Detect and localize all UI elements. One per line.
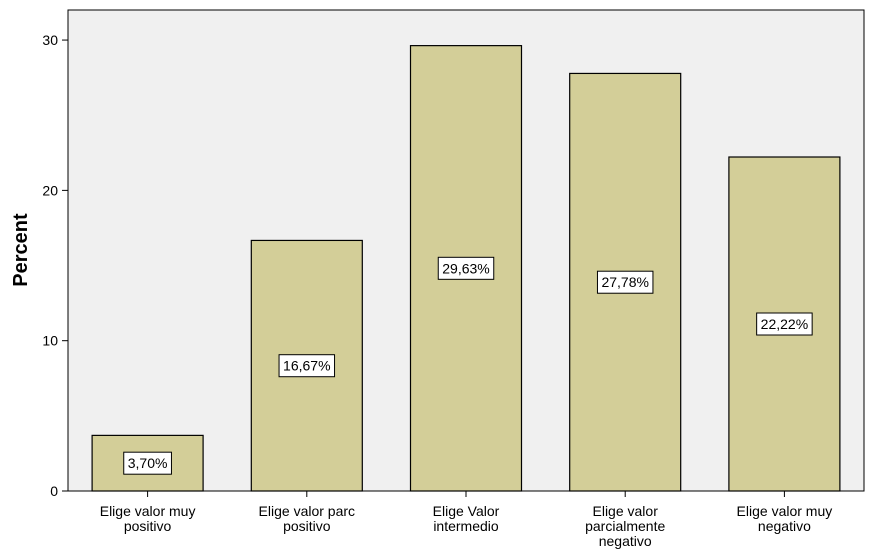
- data-label-box: [278, 354, 336, 378]
- data-label-text: 16,67%: [283, 358, 330, 374]
- data-label-text: 29,63%: [442, 260, 489, 276]
- x-tick-label: Elige valor parcialmente negativo: [585, 503, 665, 549]
- x-tick-label: Elige valor muy negativo: [737, 503, 833, 534]
- y-tick-label: 20: [42, 182, 58, 198]
- x-tick-label-line: positivo: [283, 518, 331, 534]
- y-tick-label: 30: [42, 32, 58, 48]
- data-label-text: 22,22%: [761, 316, 808, 332]
- data-label: 22,22%: [756, 312, 813, 336]
- data-label-box: [437, 256, 495, 280]
- data-label-text: 3,70%: [128, 455, 168, 471]
- x-tick-label-line: Elige valor muy: [100, 503, 196, 519]
- x-tick-label-line: negativo: [599, 533, 652, 549]
- bars: 3,70% 16,67% 29,63% 27,78% 22,22%: [91, 45, 841, 492]
- x-tick-label-line: Elige valor: [593, 503, 659, 519]
- x-tick-label-line: parcialmente: [585, 518, 665, 534]
- x-tick-label: Elige valor parc positivo: [259, 503, 356, 534]
- y-tick-label: 10: [42, 333, 58, 349]
- x-tick-label-line: intermedio: [433, 518, 499, 534]
- x-tick-label-line: Elige valor parc: [259, 503, 356, 519]
- data-label: 29,63%: [437, 256, 495, 280]
- data-label-box: [756, 312, 813, 336]
- data-label-text: 27,78%: [601, 274, 648, 290]
- x-tick-label: Elige valor muy positivo: [100, 503, 196, 534]
- data-label-box: [123, 451, 172, 475]
- data-label: 27,78%: [596, 270, 654, 294]
- y-axis-title: Percent: [10, 213, 32, 287]
- data-label: 16,67%: [278, 354, 336, 378]
- data-label-box: [596, 270, 654, 294]
- y-tick-label: 0: [50, 483, 58, 499]
- x-tick-label-line: Elige Valor: [433, 503, 500, 519]
- x-tick-label-line: positivo: [124, 518, 172, 534]
- y-axis: 0 10 20 30: [42, 32, 68, 499]
- data-label: 3,70%: [123, 451, 172, 475]
- x-tick-label-line: negativo: [758, 518, 811, 534]
- x-tick-label-line: Elige valor muy: [737, 503, 833, 519]
- x-tick-label: Elige Valor intermedio: [433, 503, 500, 534]
